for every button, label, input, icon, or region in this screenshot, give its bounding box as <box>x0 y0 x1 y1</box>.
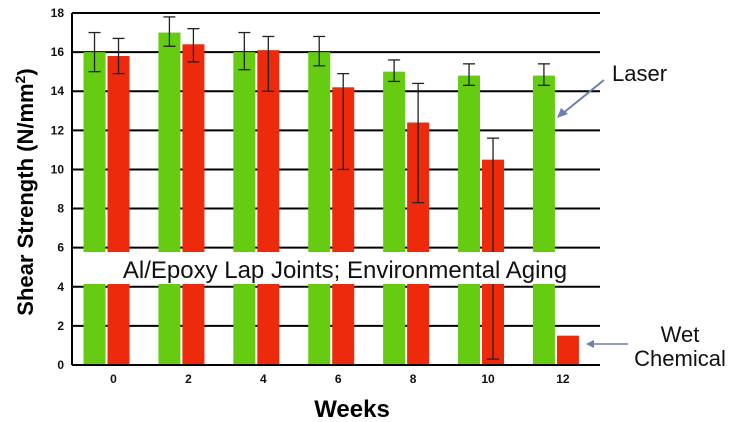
x-tick-label: 12 <box>556 372 570 386</box>
annotation-wet-line1: Wet <box>661 322 700 347</box>
y-tick-label: 6 <box>57 241 64 255</box>
y-tick-label: 4 <box>57 280 64 294</box>
x-tick-label: 10 <box>481 372 495 386</box>
y-tick-label: 2 <box>57 319 64 333</box>
bar-laser <box>158 32 181 366</box>
bar-laser <box>458 75 481 366</box>
y-tick-label: 16 <box>51 45 65 59</box>
title-band <box>70 252 602 284</box>
annotation-laser-arrowhead <box>557 108 568 118</box>
y-axis-title-close: ) <box>13 68 38 75</box>
y-axis-title-sup: 2 <box>12 75 28 83</box>
y-tick-label: 12 <box>51 123 65 137</box>
x-tick-label: 0 <box>110 372 117 386</box>
bar-wet-chemical <box>407 122 430 365</box>
bar-laser <box>308 52 331 365</box>
bar-wet-chemical <box>556 335 579 365</box>
y-tick-label: 0 <box>57 358 64 372</box>
x-axis-title: Weeks <box>314 396 390 422</box>
annotation-wet-arrowhead <box>586 340 594 348</box>
x-tick-label: 8 <box>410 372 417 386</box>
y-tick-label: 14 <box>51 84 65 98</box>
annotation-laser: Laser <box>612 61 667 86</box>
y-tick-label: 18 <box>51 6 65 20</box>
y-tick-label: 8 <box>57 202 64 216</box>
annotation-laser-arrow <box>561 79 605 115</box>
bar-laser <box>233 52 256 365</box>
y-axis-title: Shear Strength (N/mm2) <box>12 68 38 315</box>
bar-laser <box>83 52 106 365</box>
y-axis-title-main: Shear Strength (N/mm <box>13 83 38 315</box>
bar-wet-chemical <box>257 50 280 366</box>
annotation-wet-line2: Chemical <box>634 346 726 371</box>
y-tick-label: 10 <box>51 162 65 176</box>
chart-title: Al/Epoxy Lap Joints; Environmental Aging <box>123 257 567 284</box>
bar-wet-chemical <box>182 44 205 366</box>
bar-wet-chemical <box>332 87 355 366</box>
x-tick-label: 6 <box>335 372 342 386</box>
x-tick-label: 2 <box>185 372 192 386</box>
bar-wet-chemical <box>107 56 130 366</box>
x-tick-label: 4 <box>260 372 267 386</box>
bar-laser <box>383 71 406 366</box>
bar-laser <box>532 75 555 366</box>
